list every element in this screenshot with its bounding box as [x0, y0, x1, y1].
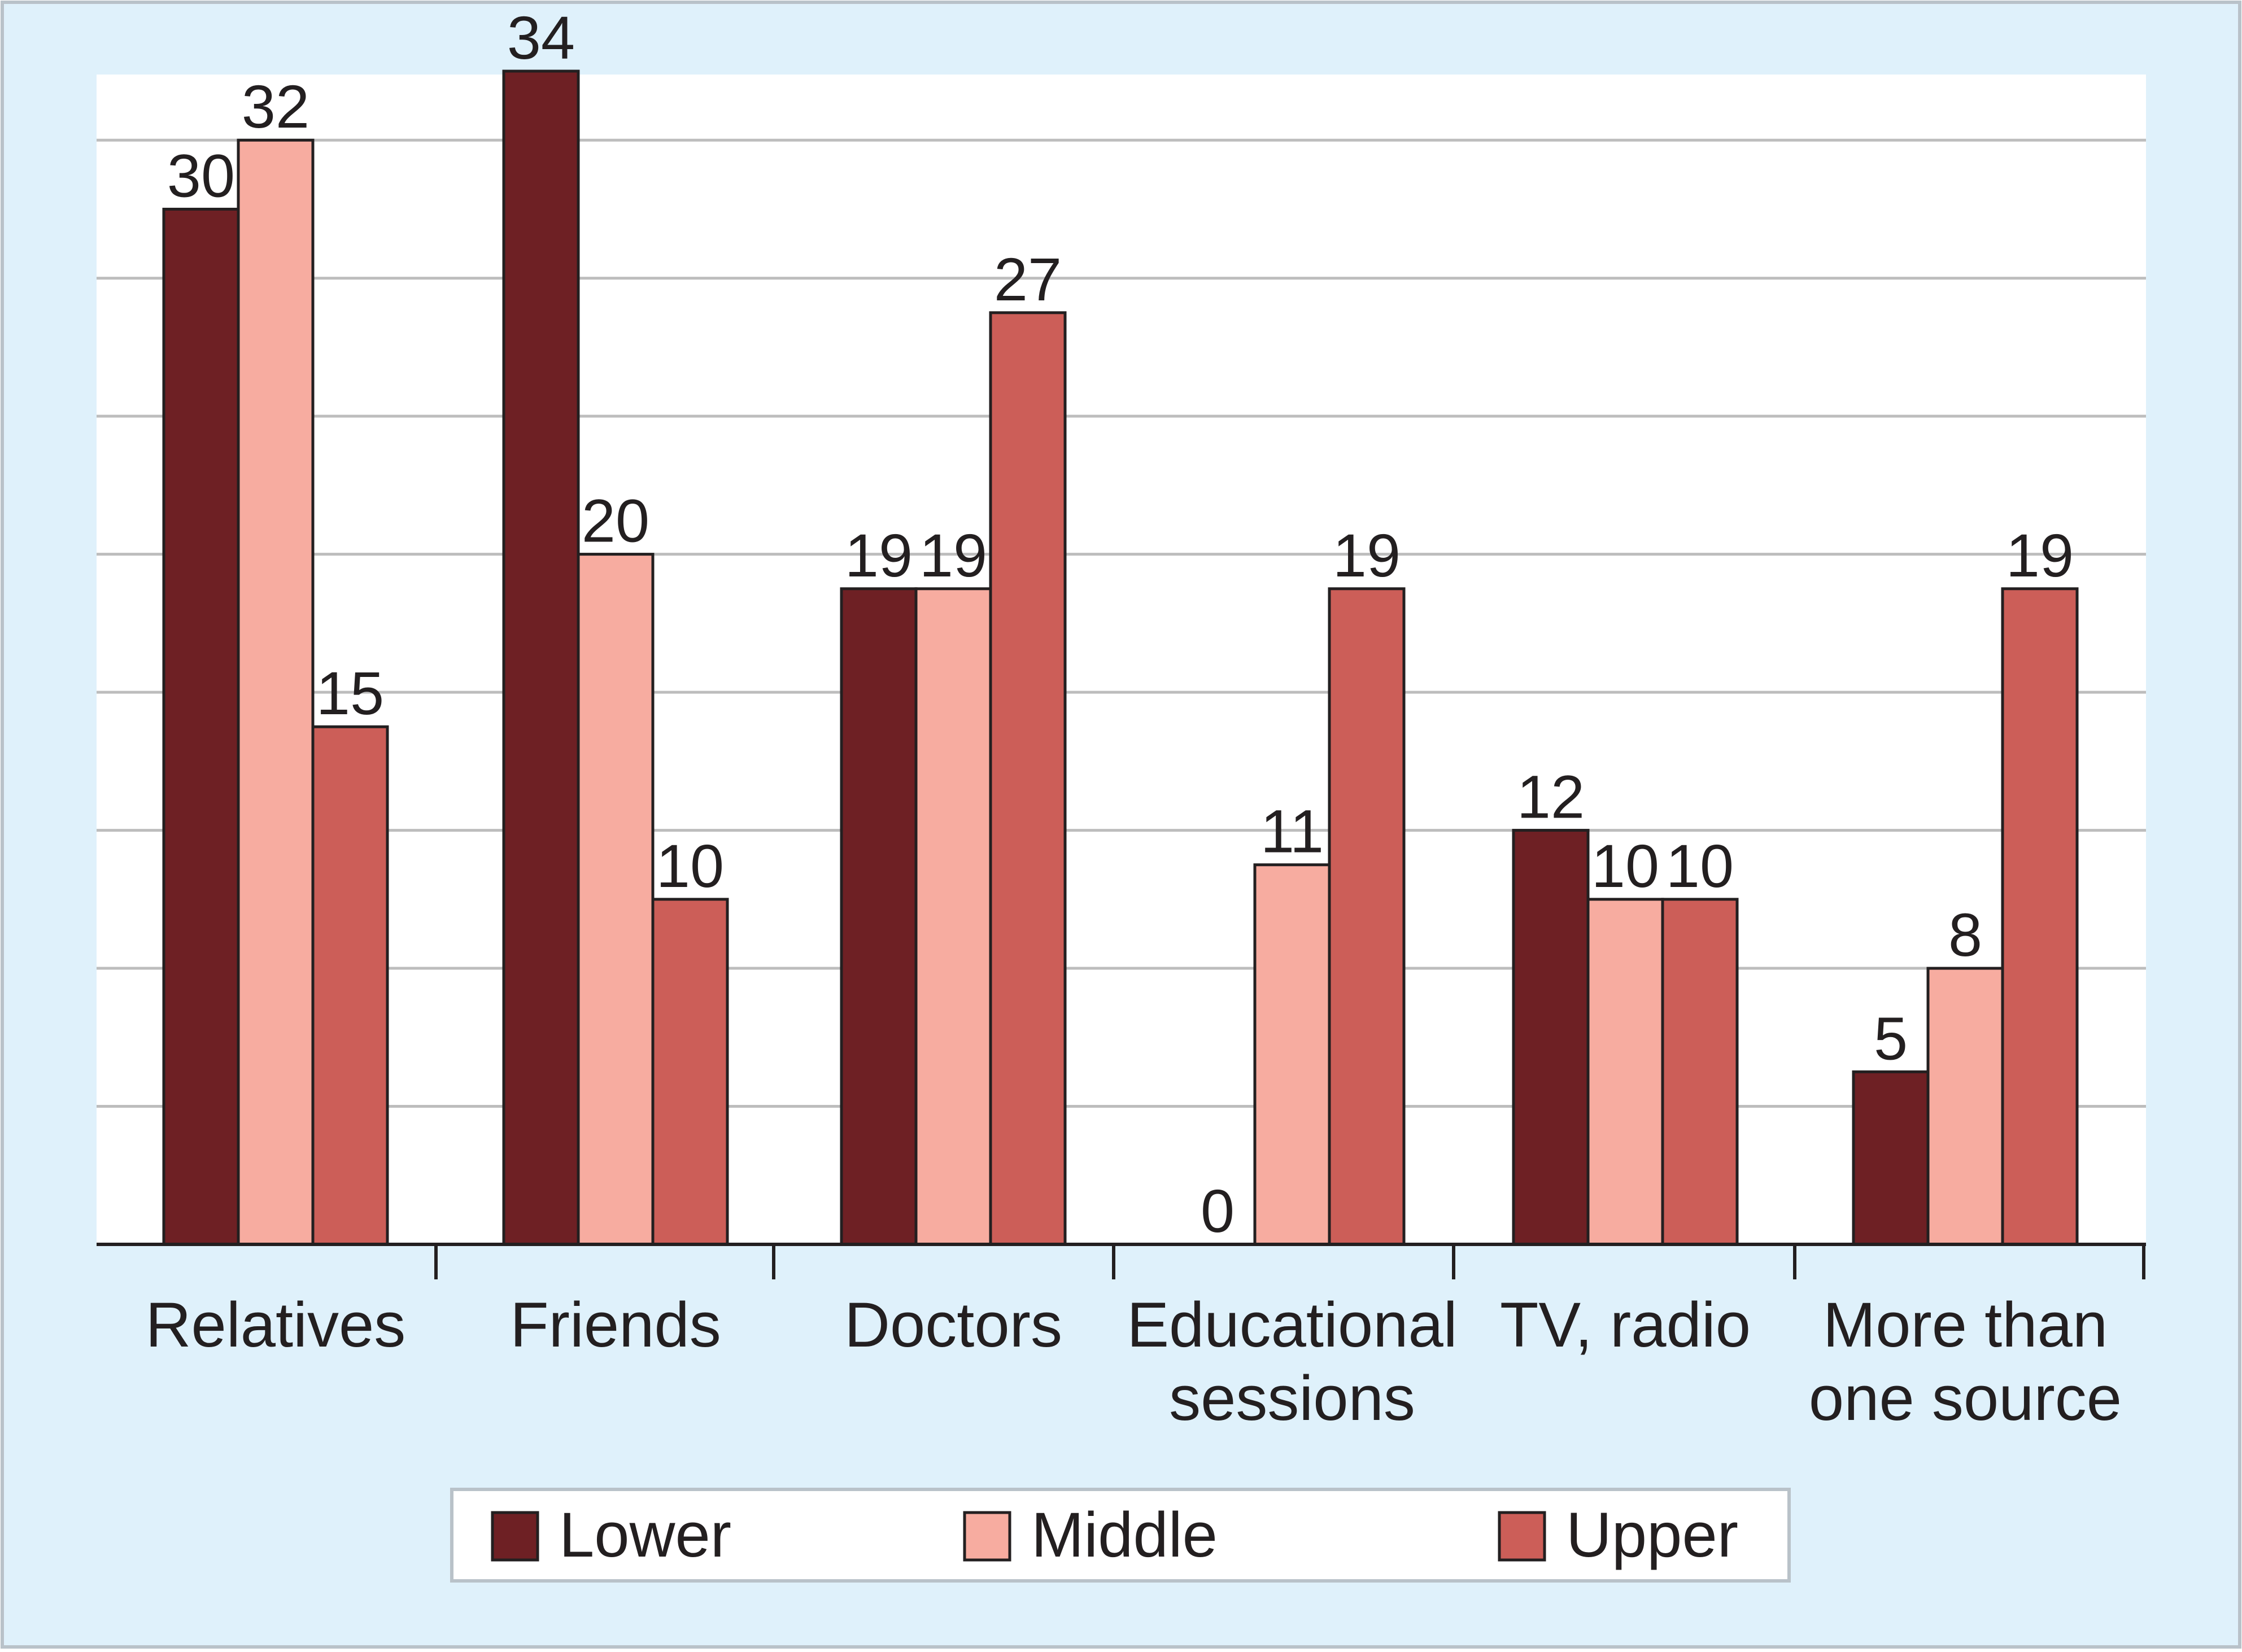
bar-lower — [162, 207, 240, 1246]
category-label: More than one source — [1809, 1290, 2122, 1434]
bar-upper — [1328, 587, 1406, 1246]
data-label: 27 — [994, 245, 1062, 313]
bar-lower — [840, 587, 918, 1246]
legend: Lower Middle Upper — [450, 1488, 1791, 1583]
bar-lower — [1512, 829, 1590, 1246]
legend-swatch — [963, 1511, 1011, 1562]
data-label: 5 — [1874, 1004, 1908, 1072]
data-label: 19 — [845, 521, 913, 589]
data-label: 8 — [1948, 901, 1982, 969]
data-label: 10 — [1591, 832, 1659, 900]
bar-lower — [502, 69, 580, 1246]
legend-label: Lower — [559, 1500, 731, 1570]
legend-label: Middle — [1031, 1500, 1218, 1570]
bar-upper — [311, 725, 389, 1246]
legend-swatch — [1498, 1511, 1546, 1562]
category-label: Doctors — [844, 1290, 1062, 1360]
legend-item-middle: Middle — [963, 1500, 1218, 1570]
data-label: 0 — [1201, 1177, 1235, 1245]
legend-item-lower: Lower — [491, 1500, 731, 1570]
bars — [162, 69, 2079, 1246]
category-labels: Relatives Friends Doctors Educational sessio… — [146, 1290, 2122, 1434]
bar-middle — [914, 587, 992, 1246]
x-axis — [97, 1243, 2146, 1279]
bar-upper — [2001, 587, 2079, 1246]
bar-upper — [1661, 898, 1739, 1246]
plot-area — [97, 75, 2146, 1244]
category-label: TV, radio — [1500, 1290, 1751, 1360]
data-label: 19 — [919, 521, 987, 589]
legend-item-upper: Upper — [1498, 1500, 1738, 1570]
data-label: 12 — [1517, 763, 1585, 831]
data-label: 34 — [507, 3, 575, 72]
bar-middle — [237, 138, 315, 1246]
bar-middle — [1926, 967, 2004, 1246]
bar-middle — [577, 553, 655, 1246]
data-label: 19 — [2006, 521, 2074, 589]
data-label: 32 — [242, 72, 309, 141]
bar-lower — [1852, 1070, 1930, 1246]
data-label: 10 — [1666, 832, 1734, 900]
legend-swatch — [491, 1511, 539, 1562]
data-label: 15 — [316, 659, 384, 727]
bar-middle — [1586, 898, 1664, 1246]
data-label: 19 — [1333, 521, 1401, 589]
data-label: 20 — [582, 487, 649, 555]
bar-upper — [651, 898, 729, 1246]
category-label: Relatives — [146, 1290, 406, 1360]
data-label: 11 — [1260, 797, 1324, 866]
legend-box — [450, 1488, 1791, 1583]
data-label: 30 — [167, 141, 235, 209]
legend-label: Upper — [1566, 1500, 1738, 1570]
data-label: 10 — [656, 832, 724, 900]
bar-upper — [989, 311, 1067, 1246]
bar-middle — [1253, 863, 1331, 1246]
category-label: Friends — [510, 1290, 721, 1360]
gridlines — [97, 138, 2146, 1108]
category-label: Educational sessions — [1127, 1290, 1457, 1434]
